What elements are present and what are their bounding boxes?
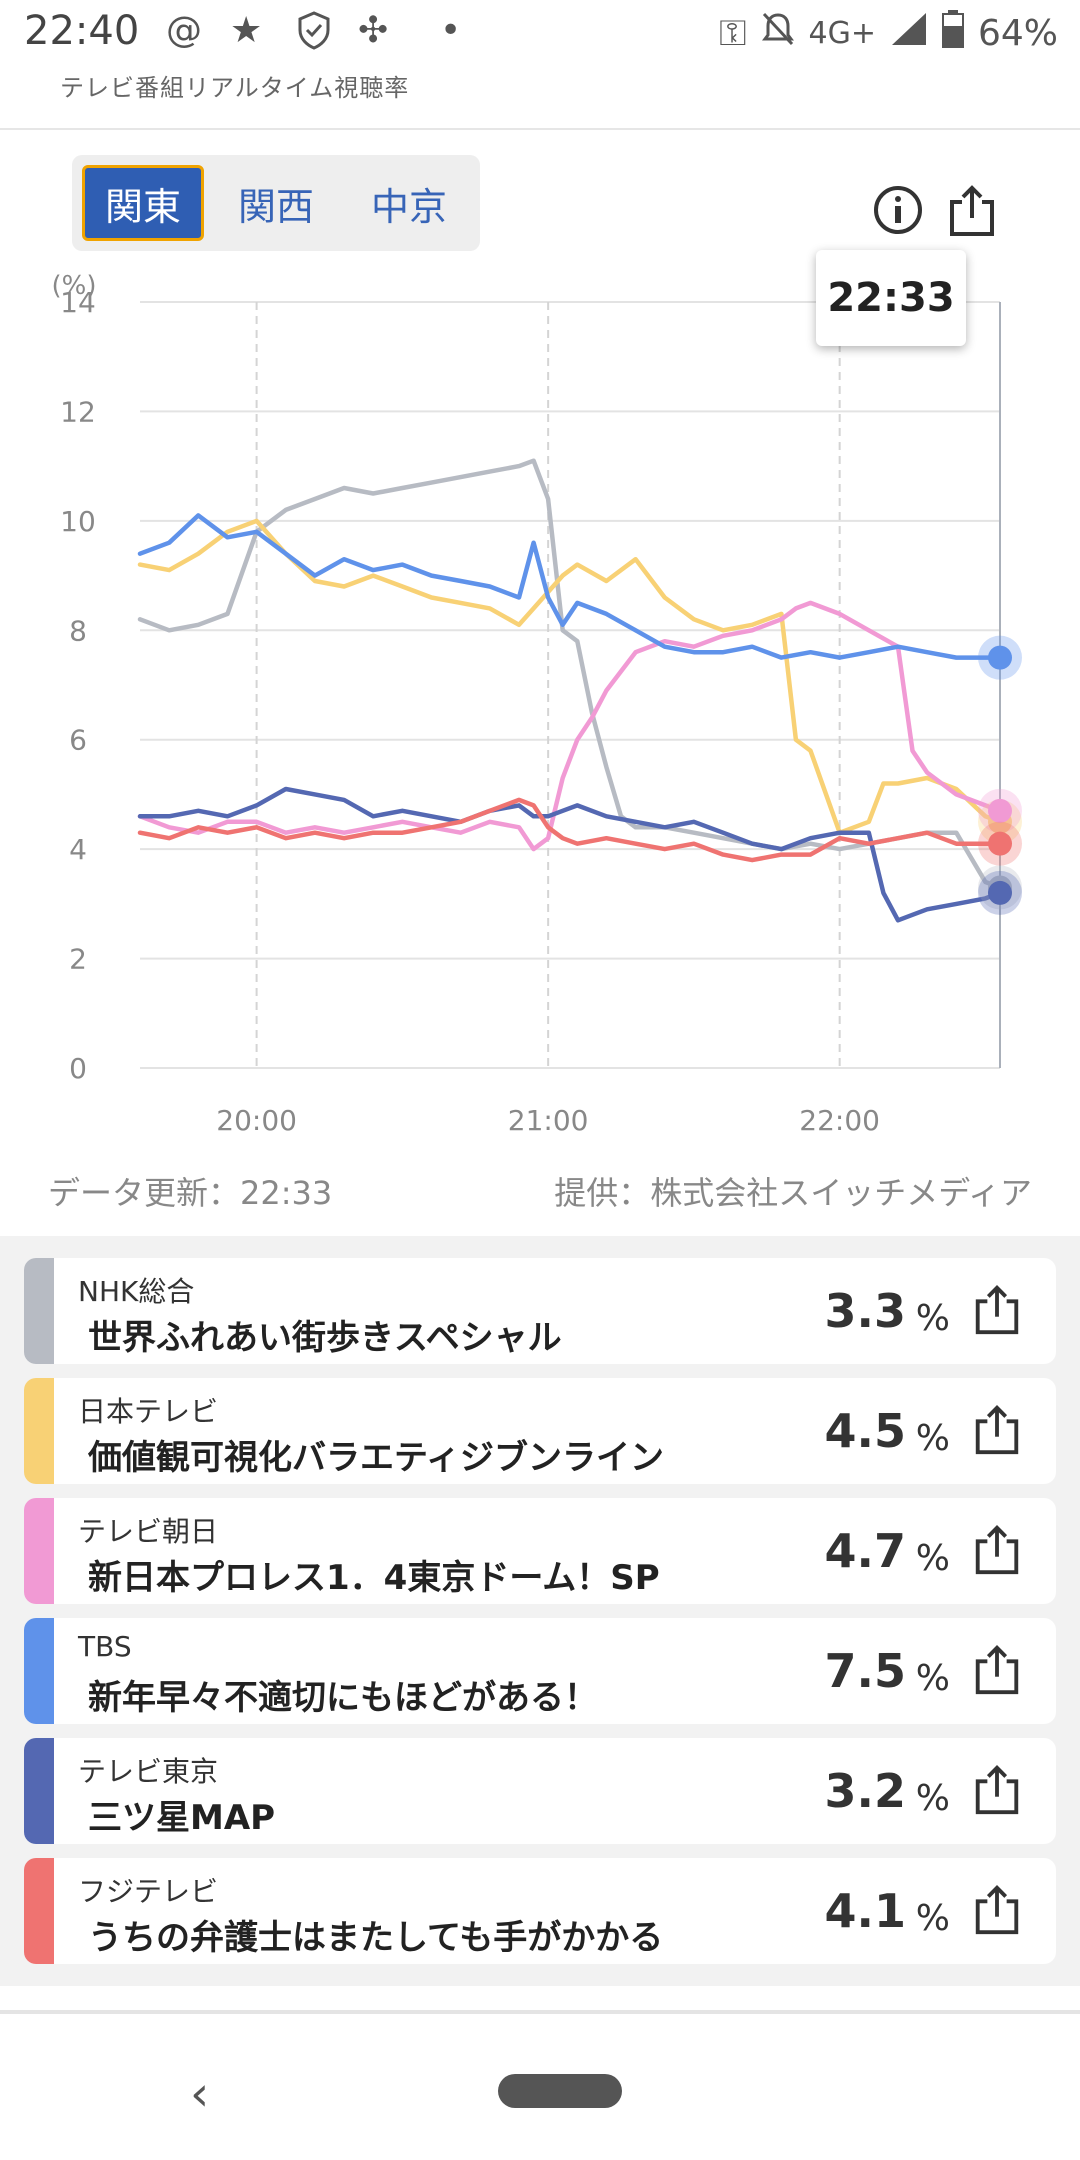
program-list: NHK総合 世界ふれあい街歩きスペシャル 3.3 % 日本テレビ 価値観可視化バ… <box>0 1236 1080 1986</box>
rating-value: 4.1 <box>824 1884 907 1938</box>
tab-kanto[interactable]: 関東 <box>82 165 204 241</box>
rating-unit: % <box>915 1418 950 1459</box>
status-bar: 22:40 @ ★ ✣ • ⚿ 4G+ 64% <box>0 0 1080 70</box>
bell-off-icon <box>761 11 795 56</box>
network-label: 4G+ <box>808 16 876 51</box>
channel-name: NHK総合 <box>78 1275 195 1308</box>
y-tick-label: 4 <box>69 833 87 866</box>
home-pill[interactable] <box>498 2074 622 2108</box>
channel-color-stripe <box>24 1498 54 1604</box>
channel-name: フジテレビ <box>78 1875 219 1908</box>
share-icon[interactable] <box>970 1402 1024 1456</box>
y-tick-label: 0 <box>69 1052 87 1085</box>
series-end-dot <box>988 831 1012 856</box>
share-icon[interactable] <box>944 182 1000 238</box>
series-line <box>137 458 1003 890</box>
y-tick-label: 2 <box>69 943 87 976</box>
program-title: うちの弁護士はまたしても手がかかる <box>88 1918 664 1958</box>
rating-value: 3.2 <box>824 1764 907 1818</box>
channel-name: テレビ朝日 <box>78 1515 219 1548</box>
series-line <box>137 600 1003 852</box>
chart-tooltip: 22:33 <box>816 250 966 346</box>
provider-text: 提供：株式会社スイッチメディア <box>554 1174 1032 1212</box>
y-axis-label: (%) <box>52 271 97 301</box>
rating-value: 7.5 <box>824 1644 907 1698</box>
app-title: テレビ番組リアルタイム視聴率 <box>60 74 410 102</box>
program-title: 新年早々不適切にもほどがある！ <box>88 1678 598 1718</box>
share-icon[interactable] <box>970 1522 1024 1576</box>
shield-icon <box>296 10 332 59</box>
series-end-dot <box>988 645 1012 670</box>
star-icon: ★ <box>230 10 263 51</box>
rating-value: 4.5 <box>824 1404 907 1458</box>
series-end-dot <box>988 880 1012 905</box>
program-card-tvtokyo[interactable]: テレビ東京 三ツ星MAP 3.2 % <box>24 1738 1056 1844</box>
region-tabs: 関東 関西 中京 <box>72 155 480 251</box>
program-card-nhk[interactable]: NHK総合 世界ふれあい街歩きスペシャル 3.3 % <box>24 1258 1056 1364</box>
channel-name: TBS <box>78 1630 132 1663</box>
rating-value: 3.3 <box>824 1284 907 1338</box>
back-icon[interactable]: ‹ <box>190 2066 210 2122</box>
channel-color-stripe <box>24 1258 54 1364</box>
status-time: 22:40 <box>24 8 140 54</box>
program-title: 世界ふれあい街歩きスペシャル <box>88 1318 562 1358</box>
y-tick-label: 6 <box>69 724 87 757</box>
channel-name: 日本テレビ <box>78 1395 219 1428</box>
threads-icon: @ <box>166 10 202 51</box>
program-card-fuji[interactable]: フジテレビ うちの弁護士はまたしても手がかかる 4.1 % <box>24 1858 1056 1964</box>
program-card-ntv[interactable]: 日本テレビ 価値観可視化バラエティジブンライン 4.5 % <box>24 1378 1056 1484</box>
y-tick-label: 12 <box>60 395 96 428</box>
series-line <box>137 786 1003 923</box>
share-icon[interactable] <box>970 1642 1024 1696</box>
tab-chukyo[interactable]: 中京 <box>370 184 447 229</box>
fan-icon: ✣ <box>358 10 389 51</box>
program-title: 価値観可視化バラエティジブンライン <box>88 1438 664 1478</box>
bottom-divider <box>0 2010 1080 2014</box>
info-icon[interactable] <box>870 182 926 238</box>
share-icon[interactable] <box>970 1282 1024 1336</box>
rating-line-chart[interactable]: 0 2 4 6 8 10 12 14(%) 20:00 21:00 22:00 <box>0 260 1080 1160</box>
series-line <box>137 518 1003 835</box>
channel-color-stripe <box>24 1378 54 1484</box>
rating-unit: % <box>915 1538 950 1579</box>
battery-icon <box>941 10 964 57</box>
vpn-key-icon: ⚿ <box>719 12 747 54</box>
share-icon[interactable] <box>970 1762 1024 1816</box>
rating-unit: % <box>915 1898 950 1939</box>
program-card-tvasahi[interactable]: テレビ朝日 新日本プロレス1．4東京ドーム！SP 4.7 % <box>24 1498 1056 1604</box>
program-title: 新日本プロレス1．4東京ドーム！SP <box>88 1558 660 1598</box>
channel-color-stripe <box>24 1738 54 1844</box>
series-end-dot <box>988 798 1012 823</box>
channel-color-stripe <box>24 1618 54 1724</box>
share-icon[interactable] <box>970 1882 1024 1936</box>
rating-unit: % <box>915 1298 950 1339</box>
tab-kansai[interactable]: 関西 <box>237 184 314 229</box>
dot-icon: • <box>440 10 462 51</box>
program-card-tbs[interactable]: TBS 新年早々不適切にもほどがある！ 7.5 % <box>24 1618 1056 1724</box>
y-tick-label: 14 <box>60 286 96 319</box>
series-line <box>137 797 1003 863</box>
y-tick-label: 8 <box>69 614 87 647</box>
x-tick-label: 22:00 <box>799 1104 880 1137</box>
program-title: 三ツ星MAP <box>88 1798 276 1838</box>
x-tick-label: 20:00 <box>216 1104 297 1137</box>
header-divider <box>0 128 1080 130</box>
rating-unit: % <box>915 1658 950 1699</box>
battery-percent: 64% <box>977 13 1058 54</box>
rating-unit: % <box>915 1778 950 1819</box>
data-update-text: データ更新：22:33 <box>48 1174 333 1212</box>
x-tick-label: 21:00 <box>508 1104 589 1137</box>
signal-icon <box>890 11 928 56</box>
status-right: ⚿ 4G+ 64% <box>719 10 1058 57</box>
rating-value: 4.7 <box>824 1524 907 1578</box>
y-tick-label: 10 <box>60 505 96 538</box>
series-line <box>137 513 1003 660</box>
channel-color-stripe <box>24 1858 54 1964</box>
channel-name: テレビ東京 <box>78 1755 219 1788</box>
